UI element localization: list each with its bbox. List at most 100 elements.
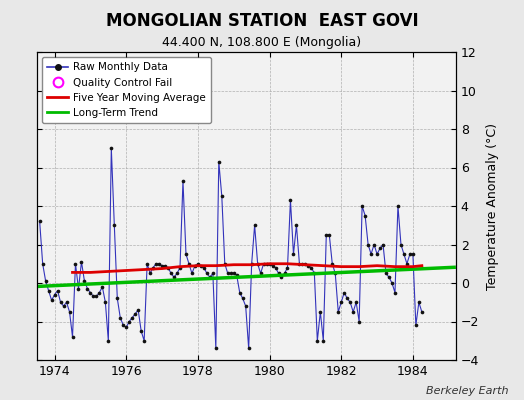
- Point: [71, 260, 80, 267]
- Point: [86, 290, 95, 296]
- Point: [331, 270, 340, 276]
- Point: [203, 270, 211, 276]
- Point: [38, 260, 47, 267]
- Point: [95, 290, 104, 296]
- Point: [280, 270, 289, 276]
- Point: [36, 218, 44, 225]
- Point: [271, 264, 280, 271]
- Point: [80, 278, 89, 284]
- Point: [200, 264, 208, 271]
- Point: [83, 286, 92, 292]
- Point: [57, 299, 65, 306]
- Point: [101, 299, 110, 306]
- Y-axis label: Temperature Anomaly (°C): Temperature Anomaly (°C): [486, 122, 499, 290]
- Point: [361, 212, 369, 219]
- Point: [155, 260, 163, 267]
- Point: [143, 260, 151, 267]
- Point: [346, 299, 354, 306]
- Point: [122, 324, 130, 330]
- Point: [110, 222, 118, 228]
- Point: [74, 286, 83, 292]
- Point: [310, 270, 319, 276]
- Point: [370, 241, 378, 248]
- Point: [352, 299, 361, 306]
- Point: [418, 309, 426, 315]
- Point: [238, 295, 247, 302]
- Point: [209, 270, 217, 276]
- Point: [107, 145, 115, 152]
- Point: [140, 338, 148, 344]
- Point: [313, 338, 322, 344]
- Point: [194, 260, 202, 267]
- Point: [355, 318, 363, 325]
- Text: 44.400 N, 108.800 E (Mongolia): 44.400 N, 108.800 E (Mongolia): [162, 36, 362, 49]
- Point: [152, 260, 160, 267]
- Point: [307, 264, 315, 271]
- Point: [367, 251, 375, 257]
- Point: [343, 295, 352, 302]
- Text: MONGOLIAN STATION  EAST GOVI: MONGOLIAN STATION EAST GOVI: [106, 12, 418, 30]
- Point: [233, 272, 241, 278]
- Point: [250, 222, 259, 228]
- Point: [179, 178, 187, 184]
- Point: [292, 222, 301, 228]
- Point: [263, 260, 271, 267]
- Point: [176, 264, 184, 271]
- Point: [349, 309, 357, 315]
- Point: [45, 288, 53, 294]
- Text: Berkeley Earth: Berkeley Earth: [426, 386, 508, 396]
- Point: [59, 303, 68, 309]
- Point: [242, 303, 250, 309]
- Point: [226, 270, 235, 276]
- Point: [382, 270, 390, 276]
- Point: [217, 193, 226, 200]
- Point: [277, 274, 286, 280]
- Point: [48, 297, 56, 304]
- Point: [146, 270, 155, 276]
- Point: [167, 270, 175, 276]
- Point: [397, 241, 405, 248]
- Point: [268, 262, 277, 269]
- Point: [283, 264, 292, 271]
- Point: [334, 309, 343, 315]
- Point: [235, 290, 244, 296]
- Point: [205, 274, 214, 280]
- Point: [98, 284, 106, 290]
- Point: [53, 288, 62, 294]
- Point: [89, 293, 97, 300]
- Point: [406, 251, 414, 257]
- Point: [388, 280, 396, 286]
- Point: [221, 260, 229, 267]
- Point: [275, 270, 283, 276]
- Point: [358, 203, 366, 209]
- Point: [170, 274, 178, 280]
- Point: [215, 158, 223, 165]
- Point: [185, 260, 193, 267]
- Point: [403, 260, 411, 267]
- Point: [161, 262, 169, 269]
- Point: [254, 260, 262, 267]
- Point: [325, 232, 333, 238]
- Point: [149, 264, 157, 271]
- Point: [173, 270, 181, 276]
- Point: [376, 245, 384, 252]
- Point: [340, 290, 348, 296]
- Point: [301, 260, 310, 267]
- Point: [322, 232, 331, 238]
- Point: [385, 274, 393, 280]
- Point: [164, 264, 172, 271]
- Point: [316, 309, 324, 315]
- Point: [50, 291, 59, 298]
- Point: [125, 318, 134, 325]
- Point: [128, 314, 136, 321]
- Point: [212, 345, 220, 352]
- Point: [337, 299, 345, 306]
- Legend: Raw Monthly Data, Quality Control Fail, Five Year Moving Average, Long-Term Tren: Raw Monthly Data, Quality Control Fail, …: [42, 57, 211, 123]
- Point: [191, 262, 199, 269]
- Point: [265, 260, 274, 267]
- Point: [412, 322, 420, 328]
- Point: [116, 314, 125, 321]
- Point: [295, 260, 303, 267]
- Point: [289, 251, 298, 257]
- Point: [131, 310, 139, 317]
